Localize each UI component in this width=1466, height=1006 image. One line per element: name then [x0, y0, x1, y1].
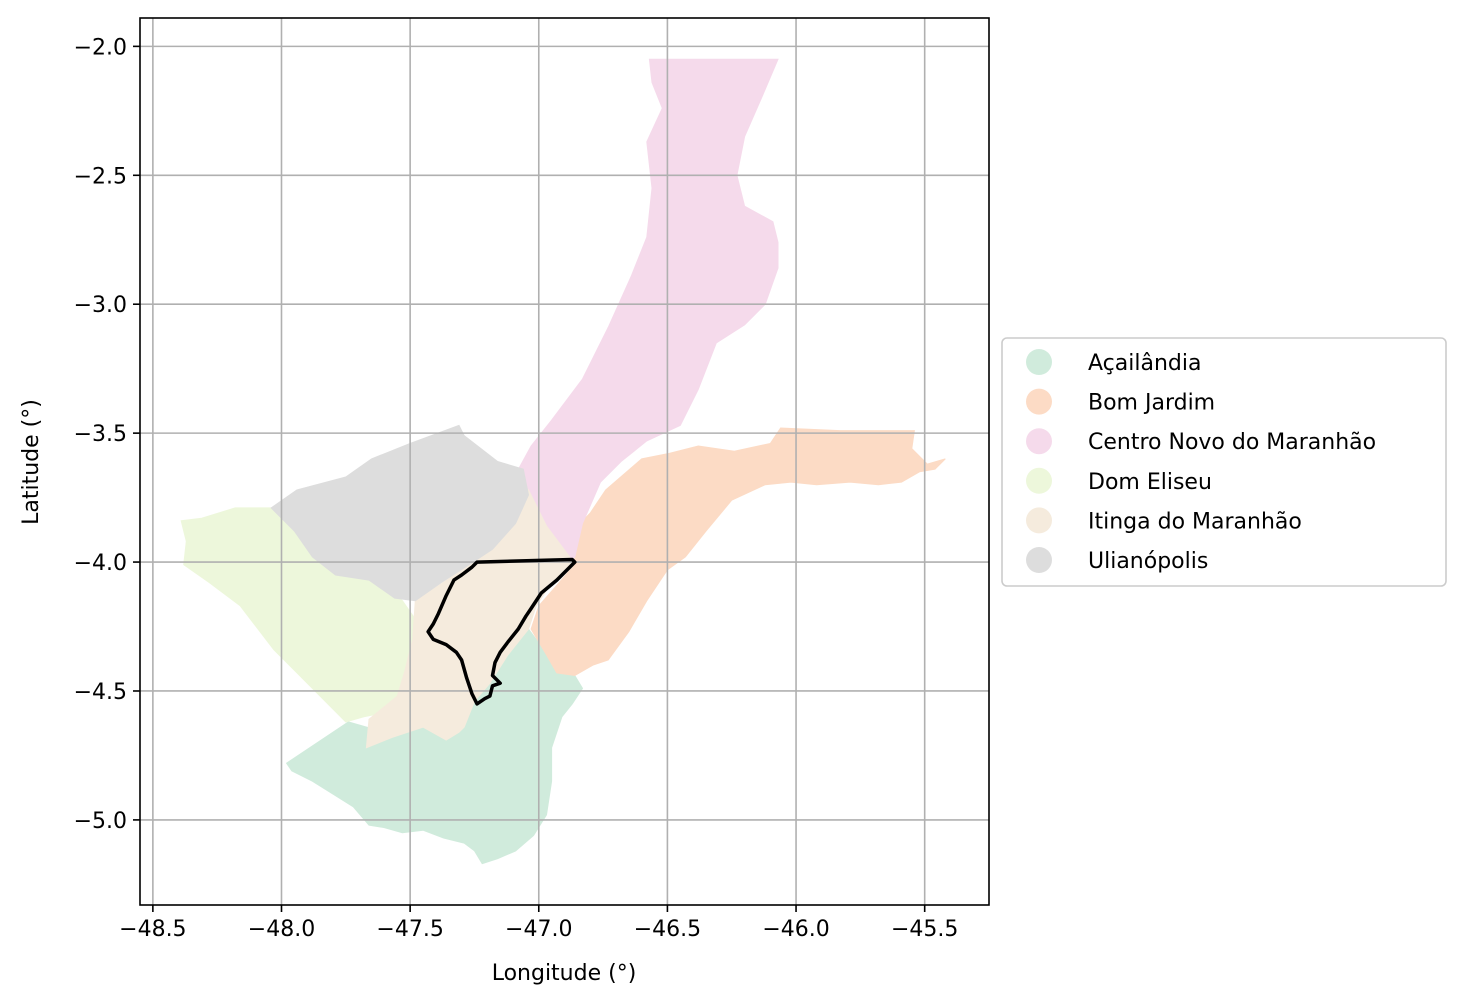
legend-item-centro-novo-do-maranhao: Centro Novo do Maranhão: [1026, 428, 1376, 455]
y-tick-label: −4.0: [74, 551, 127, 576]
legend-label: Ulianópolis: [1088, 549, 1208, 574]
x-tick-label: −48.0: [248, 917, 315, 942]
legend-item-acailandia: Açailândia: [1026, 349, 1201, 376]
y-tick-label: −5.0: [74, 809, 127, 834]
x-tick-label: −48.5: [119, 917, 186, 942]
grid-layer: [140, 18, 989, 905]
highlighted-boundary: [426, 557, 577, 706]
y-tick-label: −3.0: [74, 293, 127, 318]
legend-marker: [1026, 467, 1052, 494]
legend-label: Açailândia: [1088, 351, 1201, 376]
legend-item-ulianopolis: Ulianópolis: [1026, 547, 1208, 574]
x-axis-label: Longitude (°): [492, 961, 637, 986]
x-tick-label: −46.0: [762, 917, 829, 942]
y-axis: −2.0 −2.5 −3.0 −3.5 −4.0 −4.5 −5.0: [74, 35, 140, 834]
legend-item-dom-eliseu: Dom Eliseu: [1026, 467, 1212, 495]
y-axis-label: Latitude (°): [19, 399, 44, 525]
legend-frame: [1001, 337, 1447, 587]
region-ulianopolis: [270, 424, 530, 602]
legend-item-itinga-do-maranhao: Itinga do Maranhão: [1026, 507, 1302, 534]
highlighted-boundary-layer: [426, 557, 577, 706]
plot-frame: [139, 17, 990, 906]
legend-label: Bom Jardim: [1088, 391, 1215, 416]
legend-label: Centro Novo do Maranhão: [1088, 430, 1376, 455]
regions-layer: [180, 58, 946, 865]
x-tick-label: −47.5: [376, 917, 443, 942]
x-axis: −48.5 −48.0 −47.5 −47.0 −46.5 −46.0 −45.5: [119, 905, 958, 942]
x-tick-label: −47.0: [505, 917, 572, 942]
legend-label: Dom Eliseu: [1088, 470, 1212, 495]
y-tick-label: −4.5: [74, 680, 127, 705]
legend-item-bom-jardim: Bom Jardim: [1026, 388, 1215, 416]
x-tick-label: −46.5: [634, 917, 701, 942]
y-tick-label: −2.0: [74, 35, 127, 60]
region-itinga-do-maranhao: [365, 488, 573, 749]
legend-marker: [1026, 349, 1052, 375]
legend-marker: [1026, 547, 1052, 573]
legend-entries: Açailândia Bom Jardim Centro Novo do Maran…: [1026, 349, 1376, 574]
legend-label: Itinga do Maranhão: [1088, 509, 1302, 534]
y-tick-label: −3.5: [74, 422, 127, 447]
region-centro-novo-do-maranhao: [515, 58, 779, 563]
legend-marker: [1026, 507, 1052, 534]
legend-marker: [1026, 388, 1052, 415]
legend-marker: [1026, 428, 1052, 455]
x-tick-label: −45.5: [891, 917, 958, 942]
legend: Açailândia Bom Jardim Centro Novo do Maran…: [1001, 337, 1447, 587]
y-tick-label: −2.5: [74, 164, 127, 189]
